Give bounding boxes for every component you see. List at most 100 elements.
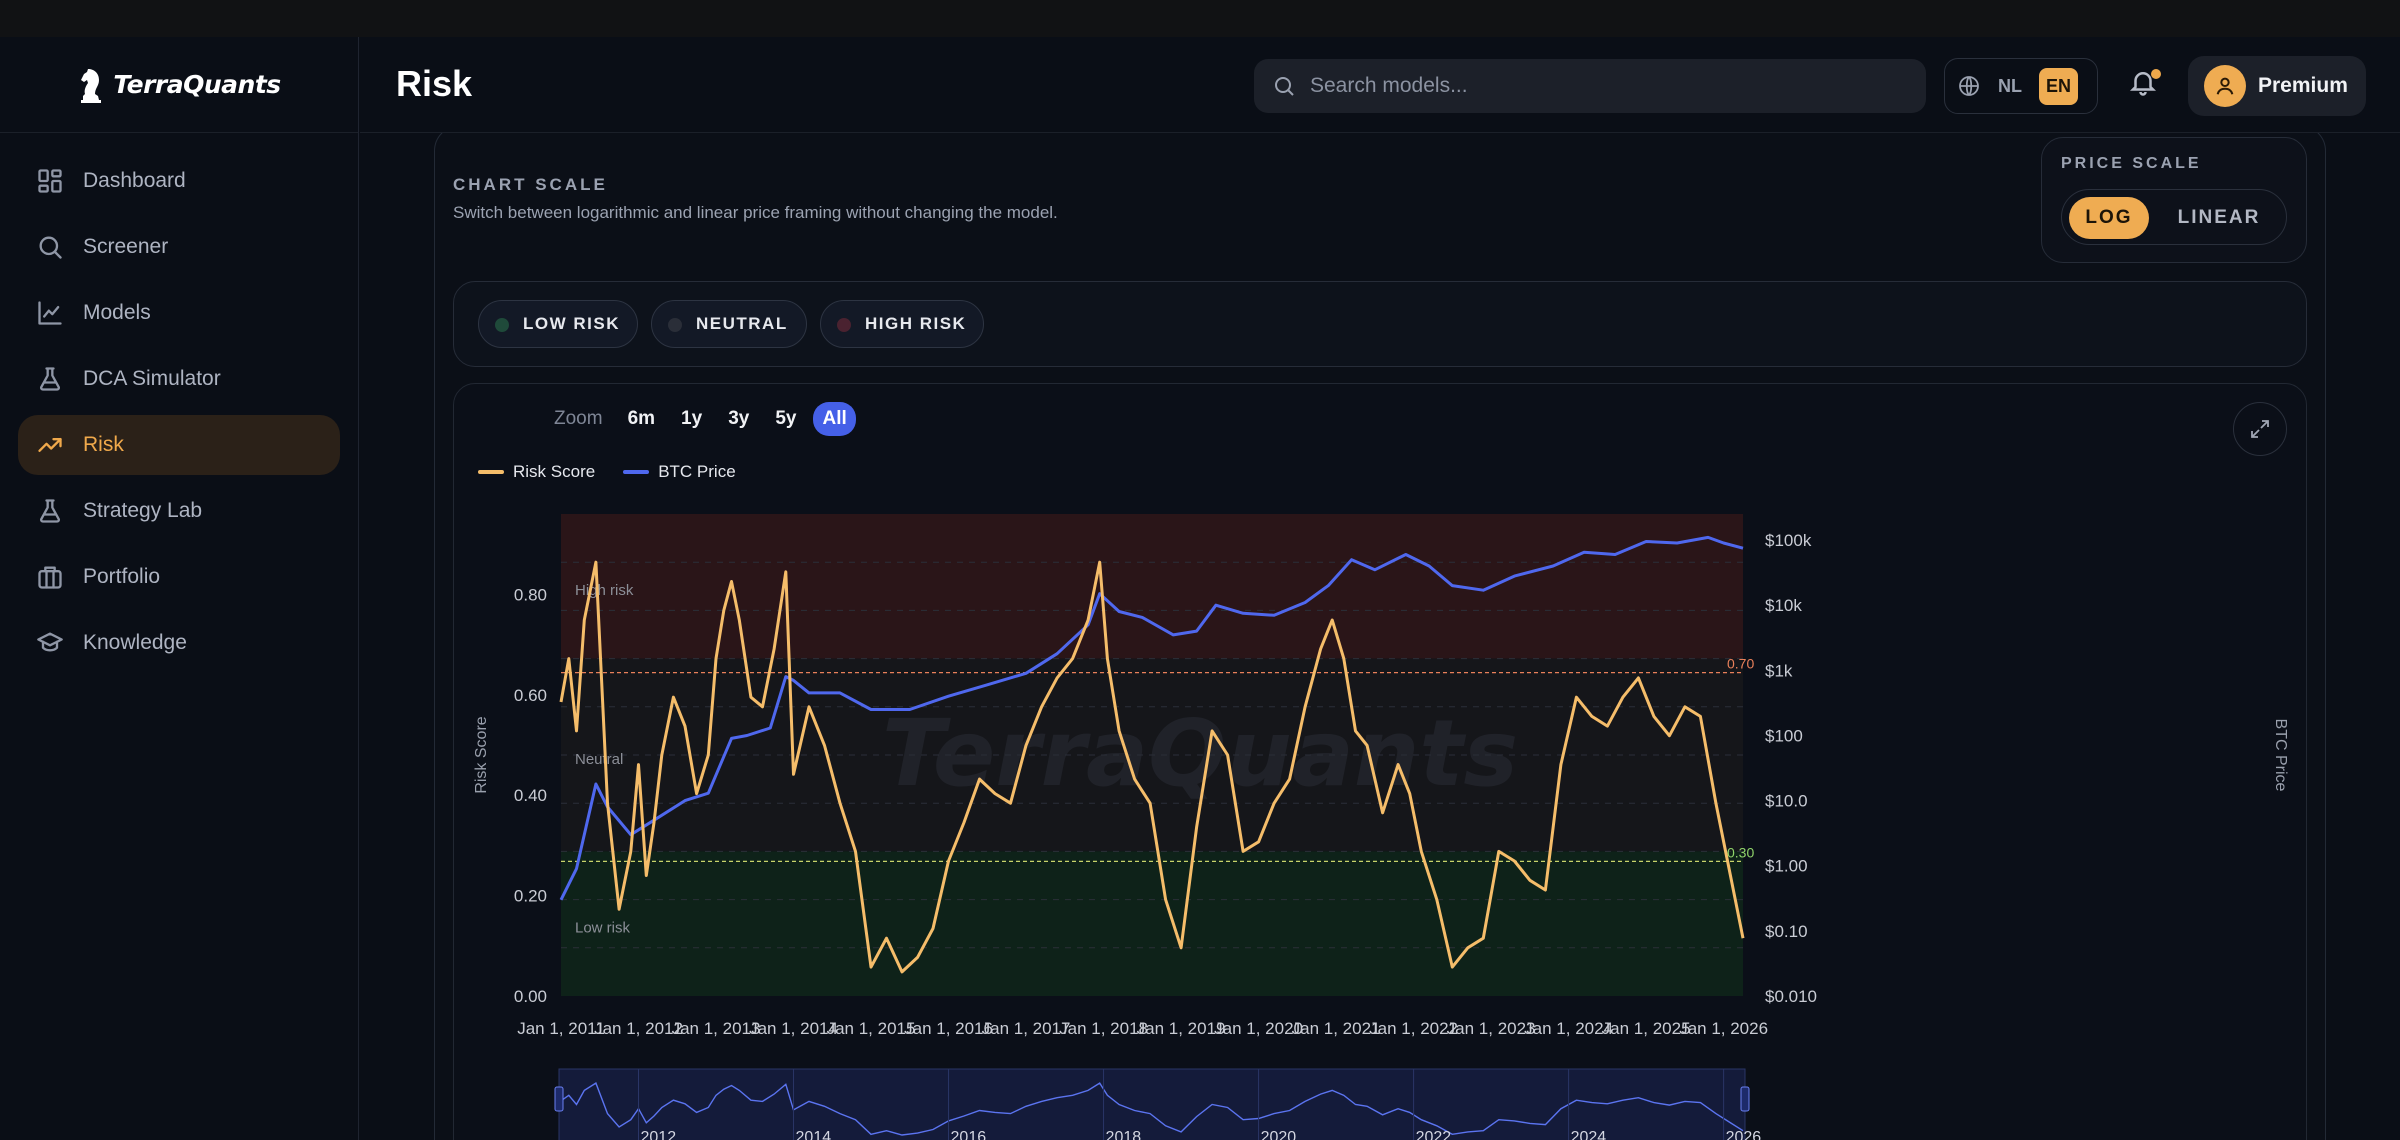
x-axis-tick: Jan 1, 2015: [827, 1019, 916, 1038]
chart-card: Zoom 6m 1y 3y 5y All Risk Score BTC Pric…: [453, 383, 2307, 1140]
navigator-handle-left[interactable]: [554, 1086, 564, 1112]
briefcase-icon: [36, 563, 64, 591]
zoom-6m-button[interactable]: 6m: [627, 408, 656, 429]
sidebar-item-strategy-lab[interactable]: Strategy Lab: [18, 481, 340, 541]
zoom-3y-button[interactable]: 3y: [728, 408, 750, 429]
sidebar-item-knowledge[interactable]: Knowledge: [18, 613, 340, 673]
series-swatch: [478, 470, 504, 474]
sidebar-item-label: Knowledge: [83, 631, 187, 654]
search-box[interactable]: [1254, 59, 1926, 113]
navigator-tick: 2018: [1106, 1129, 1142, 1140]
legend-high-risk[interactable]: HIGH RISK: [820, 300, 984, 348]
x-axis-tick: Jan 1, 2023: [1447, 1019, 1536, 1038]
x-axis-tick: Jan 1, 2019: [1137, 1019, 1226, 1038]
series-legend-btc[interactable]: BTC Price: [623, 462, 736, 482]
x-axis-tick: Jan 1, 2011: [517, 1019, 605, 1038]
sidebar: TerraQuants Dashboard Screener Models DC…: [0, 37, 359, 1140]
sidebar-item-dashboard[interactable]: Dashboard: [18, 151, 340, 211]
sidebar-item-label: Risk: [83, 433, 124, 456]
notifications-button[interactable]: [2128, 67, 2164, 103]
right-axis-tick: $1.00: [1765, 857, 1808, 876]
flask-icon: [36, 497, 64, 525]
globe-icon: [1959, 76, 1979, 96]
legend-dot: [668, 318, 682, 332]
x-axis-tick: Jan 1, 2024: [1524, 1019, 1613, 1038]
page-title: Risk: [396, 63, 473, 104]
right-axis-tick: $10k: [1765, 596, 1802, 615]
sidebar-item-screener[interactable]: Screener: [18, 217, 340, 277]
series-legend-label: Risk Score: [513, 462, 596, 481]
x-axis-tick: Jan 1, 2018: [1059, 1019, 1148, 1038]
navigator-handle-right[interactable]: [1740, 1086, 1750, 1112]
series-legend: Risk Score BTC Price: [478, 462, 736, 482]
window-top-strip: [0, 0, 2400, 37]
x-axis-tick: Jan 1, 2026: [1679, 1019, 1768, 1038]
zoom-all-button[interactable]: All: [813, 402, 856, 436]
left-axis-tick: 0.40: [514, 786, 547, 805]
right-axis-tick: $100k: [1765, 531, 1812, 550]
sidebar-item-portfolio[interactable]: Portfolio: [18, 547, 340, 607]
main-content: CHART SCALE Switch between logarithmic a…: [360, 133, 2400, 1140]
brand-name: TerraQuants: [113, 70, 281, 99]
navigator-line: [560, 1082, 1744, 1136]
legend-label: LOW RISK: [523, 314, 620, 333]
brand-logo[interactable]: TerraQuants: [0, 37, 358, 133]
price-scale-card: PRICE SCALE LOG LINEAR: [2041, 137, 2307, 263]
series-legend-label: BTC Price: [658, 462, 736, 481]
language-option-en[interactable]: EN: [2039, 67, 2079, 105]
series-swatch: [623, 470, 650, 474]
right-axis-tick: $0.010: [1765, 987, 1817, 1006]
zoom-5y-button[interactable]: 5y: [775, 408, 797, 429]
scale-log-button[interactable]: LOG: [2069, 197, 2149, 239]
x-axis-tick: Jan 1, 2020: [1214, 1019, 1303, 1038]
graduation-cap-icon: [36, 629, 64, 657]
search-input[interactable]: [1310, 74, 1870, 98]
series-legend-risk[interactable]: Risk Score: [478, 462, 595, 482]
chart-watermark: TerraQuants: [882, 700, 1518, 807]
bell-icon: [2129, 72, 2157, 96]
legend-label: NEUTRAL: [696, 314, 788, 333]
legend-label: HIGH RISK: [865, 314, 967, 333]
flask-icon: [36, 365, 64, 393]
sidebar-item-dca-simulator[interactable]: DCA Simulator: [18, 349, 340, 409]
notification-dot: [2151, 69, 2161, 79]
x-axis-tick: Jan 1, 2017: [982, 1019, 1071, 1038]
language-option-nl[interactable]: NL: [1998, 75, 2022, 96]
legend-neutral[interactable]: NEUTRAL: [651, 300, 807, 348]
language-switcher: NL EN: [1944, 58, 2098, 114]
risk-chart[interactable]: TerraQuants 0.70 0.30 High risk Neutral Low r…: [454, 384, 2306, 1140]
account-label: Premium: [2258, 74, 2348, 97]
navigator-tick: 2024: [1571, 1129, 1607, 1140]
sidebar-item-label: Strategy Lab: [83, 499, 203, 522]
x-axis-tick: Jan 1, 2012: [594, 1019, 683, 1038]
threshold-label-high: 0.70: [1727, 656, 1754, 672]
band-label-low: Low risk: [575, 920, 631, 937]
price-scale-label: PRICE SCALE: [2061, 155, 2202, 172]
sidebar-nav: Dashboard Screener Models DCA Simulator …: [0, 133, 358, 673]
risk-score-line: [559, 560, 1745, 974]
right-axis-tick: $100: [1765, 726, 1803, 745]
legend-low-risk[interactable]: LOW RISK: [478, 300, 638, 348]
btc-price-line: [559, 535, 1744, 901]
account-button[interactable]: Premium: [2188, 56, 2366, 116]
x-axis-tick: Jan 1, 2016: [904, 1019, 993, 1038]
risk-legend-bar: LOW RISK NEUTRAL HIGH RISK: [453, 281, 2307, 367]
chart-scale-title: CHART SCALE: [453, 175, 608, 194]
right-axis-tick: $0.10: [1765, 922, 1808, 941]
band-high-risk: [561, 514, 1743, 659]
sidebar-item-label: Dashboard: [83, 169, 186, 192]
right-axis-tick: $10.0: [1765, 792, 1808, 811]
band-label-neutral: Neutral: [575, 751, 623, 768]
sidebar-item-models[interactable]: Models: [18, 283, 340, 343]
expand-icon: [2251, 420, 2269, 438]
band-low-risk: [561, 851, 1743, 996]
zoom-1y-button[interactable]: 1y: [681, 408, 703, 429]
sidebar-item-risk[interactable]: Risk: [18, 415, 340, 475]
navigator-tick: 2020: [1261, 1129, 1297, 1140]
legend-dot: [837, 318, 851, 332]
x-axis-tick: Jan 1, 2022: [1369, 1019, 1458, 1038]
left-axis-tick: 0.20: [514, 887, 547, 906]
search-icon: [1275, 77, 1294, 96]
expand-chart-button[interactable]: [2233, 402, 2287, 456]
scale-linear-button[interactable]: LINEAR: [2177, 207, 2261, 228]
